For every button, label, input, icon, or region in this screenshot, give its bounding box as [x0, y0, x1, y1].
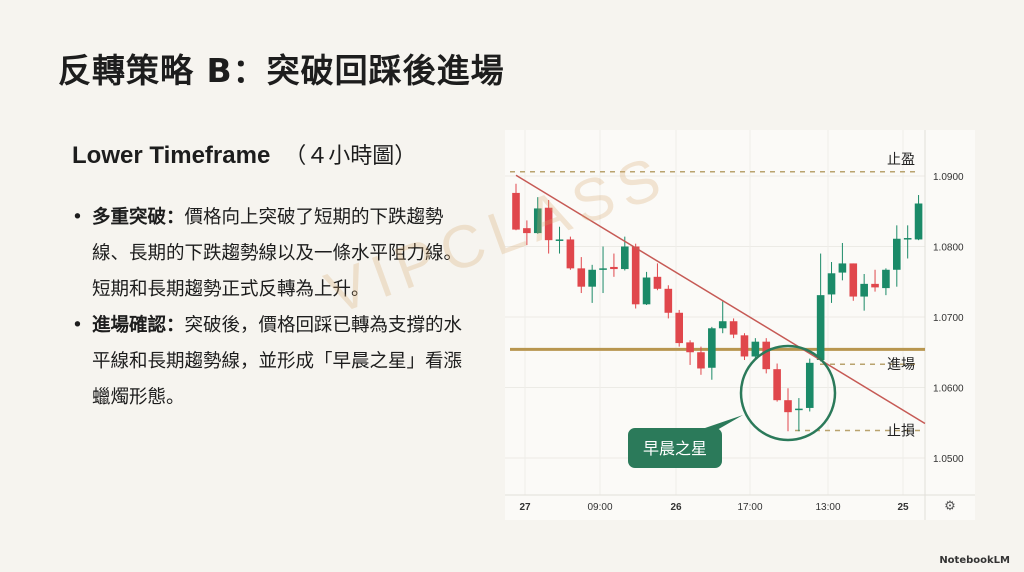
candle-bearish — [686, 342, 694, 353]
candle-bearish — [544, 207, 553, 241]
x-tick-label: 13:00 — [815, 502, 840, 513]
candle-bullish — [827, 273, 836, 295]
bullet-text: 價格向上突破了短期的下跌趨勢線、長期的下跌趨勢線以及一條水平阻力線。短期和長期趨… — [92, 207, 463, 300]
y-tick-label: 1.0500 — [933, 454, 964, 465]
subheading-en: Lower Timeframe — [72, 142, 271, 169]
y-tick-label: 1.0900 — [933, 172, 964, 183]
callout-bubble — [628, 415, 743, 468]
y-tick-label: 1.0600 — [933, 384, 964, 395]
candle-bearish — [697, 352, 705, 369]
candle-bullish — [642, 277, 651, 305]
x-tick-label: 27 — [519, 502, 531, 513]
candle-bullish — [914, 203, 923, 240]
candle-bearish — [523, 228, 531, 234]
bullet-text: 突破後，價格回踩已轉為支撐的水平線和長期趨勢線，並形成「早晨之星」看漲蠟燭形態。 — [92, 315, 463, 408]
bullet-item: 進場確認：突破後，價格回踩已轉為支撐的水平線和長期趨勢線，並形成「早晨之星」看漲… — [72, 308, 472, 416]
candle-bearish — [773, 369, 781, 401]
candle-bearish — [653, 276, 662, 289]
candle-bearish — [512, 192, 520, 230]
trendline — [515, 174, 926, 425]
x-tick-label: 09:00 — [587, 502, 612, 513]
candle-bullish — [533, 208, 542, 234]
candle-bullish — [555, 239, 564, 241]
bullet-lead: 多重突破： — [92, 207, 185, 228]
candle-bearish — [762, 341, 771, 370]
x-tick-label: 25 — [897, 502, 909, 513]
y-tick-label: 1.0700 — [933, 313, 964, 324]
footer-brand: NotebookLM — [939, 555, 1010, 566]
candle-bearish — [577, 268, 586, 287]
candle-bullish — [805, 362, 814, 408]
bullet-list: 多重突破：價格向上突破了短期的下跌趨勢線、長期的下跌趨勢線以及一條水平阻力線。短… — [72, 200, 472, 416]
level-label: 止盈 — [887, 152, 915, 168]
y-tick-label: 1.0800 — [933, 243, 964, 254]
candle-bearish — [631, 246, 640, 305]
candle-bullish — [903, 238, 912, 240]
morning-star-highlight-circle — [739, 344, 837, 442]
candle-bullish — [882, 269, 890, 289]
candle-bullish — [621, 246, 629, 270]
subheading-zh: （４小時圖） — [284, 144, 417, 169]
candle-bullish — [816, 295, 825, 361]
candle-bearish — [740, 335, 749, 357]
level-label: 進場 — [887, 357, 915, 373]
subheading: Lower Timeframe （４小時圖） — [72, 138, 416, 170]
chart-svg: 1.0900 1.0800 1.0700 1.0600 1.0500 27 09:00 26 1… — [505, 130, 975, 520]
candle-bullish — [588, 269, 596, 287]
candle-bearish — [729, 321, 738, 335]
callout-label: 早晨之星 — [643, 439, 707, 458]
candle-bullish — [893, 238, 901, 270]
candle-bearish — [849, 263, 858, 297]
candle-bullish — [708, 328, 716, 368]
x-tick-label: 17:00 — [737, 502, 762, 513]
candle-bullish — [795, 408, 803, 411]
candle-bearish — [784, 400, 792, 413]
candle-bearish — [871, 283, 879, 288]
candle-bearish — [675, 312, 683, 344]
candle-bearish — [664, 288, 673, 313]
bullet-lead: 進場確認： — [92, 315, 185, 336]
candle-bearish — [566, 239, 575, 269]
candle-bullish — [599, 268, 607, 270]
settings-gear-icon: ⚙ — [944, 499, 956, 514]
candlestick-chart: 1.0900 1.0800 1.0700 1.0600 1.0500 27 09:00 26 1… — [505, 130, 975, 520]
candle-bearish — [610, 266, 618, 270]
slide-title: 反轉策略 B：突破回踩後進場 — [58, 51, 505, 90]
candle-bullish — [751, 341, 760, 357]
candle-bullish — [718, 321, 727, 329]
x-tick-label: 26 — [670, 502, 682, 513]
level-label: 止損 — [887, 424, 915, 440]
candle-bullish — [860, 283, 868, 297]
bullet-item: 多重突破：價格向上突破了短期的下跌趨勢線、長期的下跌趨勢線以及一條水平阻力線。短… — [72, 200, 472, 308]
candle-bullish — [838, 263, 847, 273]
